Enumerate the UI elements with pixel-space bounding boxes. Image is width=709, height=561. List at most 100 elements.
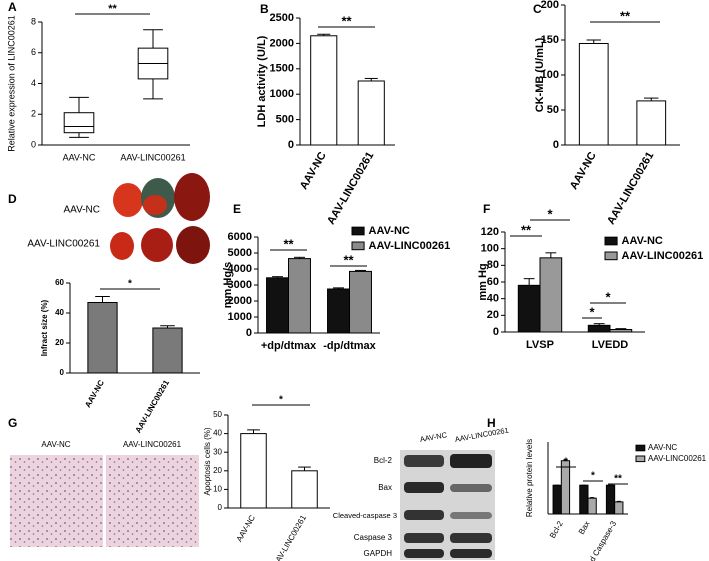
y-tick-label: 2000 <box>270 37 294 49</box>
y-tick-label: 0 <box>218 503 223 512</box>
y-tick-label: 2500 <box>270 12 294 24</box>
y-tick-label: 2 <box>31 109 36 119</box>
panel-label: E <box>233 202 241 216</box>
image-label: AAV-LINC00261 <box>27 239 100 250</box>
x-tick-label: AAV-LINC00261 <box>120 152 185 162</box>
y-tick-label: 100 <box>541 69 559 81</box>
y-tick-label: 0 <box>493 326 499 338</box>
y-tick-label: 20 <box>55 338 64 347</box>
blot-row-label: Cleaved-caspase 3 <box>333 511 397 520</box>
blot-row-label: Bax <box>378 483 392 492</box>
bar <box>579 484 589 515</box>
bar <box>291 470 318 509</box>
y-tick-label: 1000 <box>270 88 294 100</box>
bar <box>609 329 633 333</box>
bar <box>240 433 267 509</box>
significance-label: * <box>128 279 132 290</box>
y-tick-label: 30 <box>213 447 222 456</box>
x-tick-label: AAV-NC <box>63 152 96 162</box>
significance-label: * <box>605 289 611 304</box>
significance-label: ** <box>283 236 294 251</box>
y-tick-label: 50 <box>547 104 559 116</box>
significance-label: * <box>547 206 553 221</box>
significance-label: * <box>591 471 595 482</box>
y-tick-label: 0 <box>246 327 252 339</box>
y-axis-label: mm Hg/s <box>222 262 234 308</box>
box <box>63 112 95 134</box>
image-label: AAV-NC <box>64 205 101 216</box>
y-tick-label: 0 <box>288 139 294 151</box>
bar <box>349 270 372 334</box>
significance-label: ** <box>521 222 532 237</box>
legend-label: AAV-NC <box>369 225 410 237</box>
panel-label: D <box>8 192 17 206</box>
significance-label: ** <box>108 3 117 15</box>
legend-label: AAV-LINC00261 <box>622 250 704 262</box>
bar <box>357 80 385 146</box>
y-tick-label: 120 <box>481 226 499 238</box>
y-tick-label: 2000 <box>228 295 252 307</box>
bar <box>560 460 571 515</box>
blot-row-label: GAPDH <box>364 549 393 558</box>
y-tick-label: 40 <box>55 308 64 317</box>
legend-swatch <box>351 241 365 251</box>
legend-label: AAV-NC <box>622 235 663 247</box>
y-axis-label: Infract size (%) <box>40 299 49 356</box>
panel-label: B <box>260 2 269 16</box>
y-tick-label: 150 <box>541 34 559 46</box>
y-tick-label: 4000 <box>228 263 252 275</box>
bar <box>310 35 338 146</box>
y-tick-label: 60 <box>55 278 64 287</box>
micrograph <box>10 455 103 547</box>
y-axis-label: CK-MB (U/mL) <box>534 37 546 112</box>
y-tick-label: 20 <box>213 466 222 475</box>
micrograph <box>106 455 199 547</box>
panel-label: A <box>8 0 17 14</box>
y-axis-label: LDH activity (U/L) <box>256 35 268 127</box>
bar <box>636 100 667 146</box>
panel-label: C <box>533 2 542 16</box>
bar <box>539 257 563 333</box>
y-tick-label: 0 <box>31 139 36 149</box>
y-tick-label: 60 <box>487 276 499 288</box>
legend-swatch <box>635 444 646 452</box>
y-tick-label: 6000 <box>228 231 252 243</box>
bar <box>552 484 562 515</box>
bar <box>517 284 541 333</box>
legend-label: AAV-NC <box>648 443 677 452</box>
y-tick-label: 5000 <box>228 247 252 259</box>
y-tick-label: 200 <box>541 0 559 11</box>
x-tick-label: LVSP <box>526 339 554 351</box>
y-tick-label: 4 <box>31 78 36 88</box>
legend-swatch <box>604 236 618 246</box>
y-tick-label: 50 <box>213 410 222 419</box>
legend-swatch <box>635 455 646 463</box>
y-tick-label: 6 <box>31 47 36 57</box>
bar <box>578 43 609 146</box>
y-tick-label: 100 <box>481 243 499 255</box>
y-tick-label: 3000 <box>228 279 252 291</box>
x-tick-label: -dp/dtmax <box>323 340 376 352</box>
bar <box>266 277 290 334</box>
y-tick-label: 0 <box>60 368 65 377</box>
y-tick-label: 40 <box>487 293 499 305</box>
significance-label: ** <box>614 474 622 485</box>
image-label: AAV-LINC00261 <box>123 440 182 449</box>
x-tick-label: LVEDD <box>592 339 629 351</box>
image-label: AAV-NC <box>41 440 70 449</box>
heart-photos <box>110 173 210 264</box>
blot-row-label: Bcl-2 <box>374 456 393 465</box>
y-axis-label: mm Hg <box>477 263 489 300</box>
significance-label: ** <box>620 8 631 23</box>
y-tick-label: 10 <box>213 485 222 494</box>
y-axis-label: Relative protein levels <box>525 439 534 517</box>
bar <box>605 484 616 515</box>
y-tick-label: 500 <box>276 114 294 126</box>
bar <box>327 288 351 334</box>
y-tick-label: 1000 <box>228 311 252 323</box>
legend-swatch <box>604 251 618 261</box>
western-blot <box>400 450 495 560</box>
panel-label: G <box>8 416 17 430</box>
y-tick-label: 0 <box>553 139 559 151</box>
